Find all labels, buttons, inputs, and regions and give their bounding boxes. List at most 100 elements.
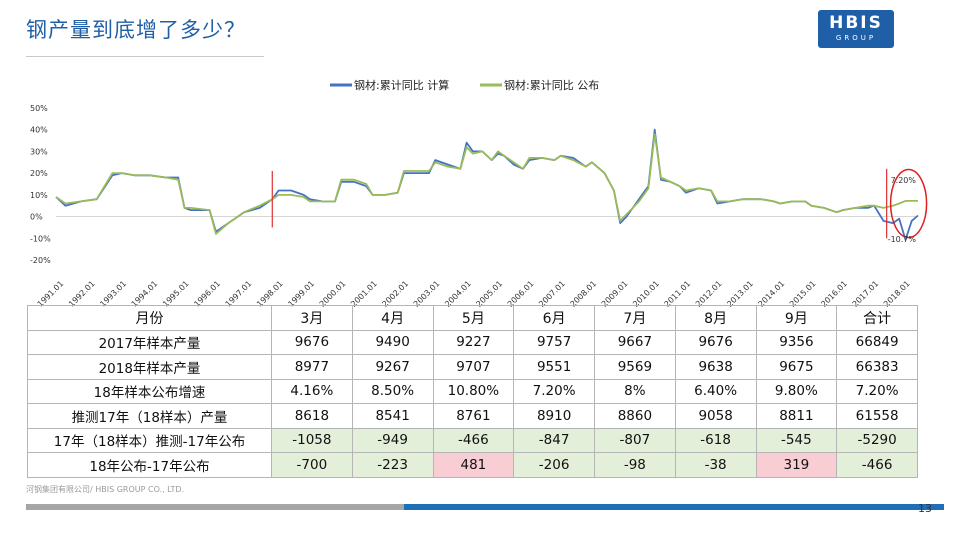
y-tick-label: 30% <box>30 147 48 156</box>
x-tick-label: 2010.01 <box>631 279 661 307</box>
table-cell: -847 <box>513 427 595 453</box>
page-number: 13 <box>918 502 932 515</box>
table-header-cell: 9月 <box>755 305 838 331</box>
table-cell: 66849 <box>836 329 918 355</box>
logo-sub-text: GROUP <box>835 34 877 42</box>
row-label: 2017年样本产量 <box>27 329 272 355</box>
row-label: 推测17年（18样本）产量 <box>27 403 272 429</box>
production-table: 月份 3月 4月 5月 6月 7月 8月 9月 合计 2017年样本产量 967… <box>27 305 918 478</box>
table-cell: 9676 <box>674 329 757 355</box>
table-header-cell: 5月 <box>432 305 515 331</box>
x-tick-label: 2006.01 <box>506 279 536 307</box>
hbis-logo: HBIS GROUP <box>818 10 894 48</box>
x-tick-label: 1995.01 <box>161 279 191 307</box>
table-cell: 7.20% <box>513 378 595 404</box>
y-tick-label: 40% <box>30 126 48 135</box>
table-cell: -466 <box>432 427 515 453</box>
y-tick-label: 20% <box>30 169 48 178</box>
x-tick-label: 2017.01 <box>851 279 881 307</box>
x-tick-label: 2013.01 <box>725 279 755 307</box>
row-label: 18年公布-17年公布 <box>27 452 272 478</box>
table-cell: 319 <box>755 452 838 478</box>
y-tick-label: 50% <box>30 104 48 113</box>
x-tick-label: 1991.01 <box>36 279 66 307</box>
table-header-cell: 合计 <box>836 305 918 331</box>
table-cell: 6.40% <box>674 378 757 404</box>
table-cell: -1058 <box>271 427 353 453</box>
table-cell: 9551 <box>513 354 595 380</box>
table-cell: 9227 <box>432 329 515 355</box>
table-cell: 9675 <box>755 354 838 380</box>
table-cell: 8541 <box>351 403 434 429</box>
footer-bar-blue <box>404 504 944 510</box>
x-tick-label: 2016.01 <box>819 279 849 307</box>
table-row: 17年（18样本）推测-17年公布 -1058 -949 -466 -847 -… <box>27 427 918 453</box>
table-row: 18年公布-17年公布 -700 -223 481 -206 -98 -38 3… <box>27 452 918 478</box>
x-tick-label: 2009.01 <box>600 279 630 307</box>
table-header-cell: 4月 <box>351 305 434 331</box>
x-tick-label: 2011.01 <box>663 279 693 307</box>
x-tick-label: 2008.01 <box>569 279 599 307</box>
steel-output-chart: 50%40%30%20%10%0%-10%-20%1991.01 1992.01 1… <box>30 78 928 307</box>
table-cell: 8618 <box>271 403 353 429</box>
table-row: 推测17年（18样本）产量 8618 8541 8761 8910 8860 9… <box>27 403 918 429</box>
table-cell: 8860 <box>594 403 676 429</box>
x-tick-label: 2004.01 <box>443 279 473 307</box>
x-tick-label: 1994.01 <box>130 279 160 307</box>
y-tick-label: 10% <box>30 191 48 200</box>
table-cell: 7.20% <box>836 378 918 404</box>
table-cell: -466 <box>836 452 918 478</box>
table-cell: -5290 <box>836 427 918 453</box>
x-tick-label: 2012.01 <box>694 279 724 307</box>
footer-company: 河钢集团有限公司/ HBIS GROUP CO., LTD. <box>26 485 185 494</box>
table-cell: -223 <box>351 452 434 478</box>
table-cell: -98 <box>594 452 676 478</box>
footer-bar-gray <box>26 504 404 510</box>
table-cell: 9707 <box>432 354 515 380</box>
series-line-calculated <box>55 128 919 241</box>
table-row: 2017年样本产量 9676 9490 9227 9757 9667 9676 … <box>27 329 918 355</box>
table-cell: 8811 <box>755 403 838 429</box>
table-cell: -38 <box>674 452 757 478</box>
table-header-cell: 6月 <box>513 305 595 331</box>
x-tick-label: 2015.01 <box>788 279 818 307</box>
x-tick-label: 1999.01 <box>286 279 316 307</box>
annotation-published-value: 7.20% <box>891 176 917 185</box>
table-cell: 9757 <box>513 329 595 355</box>
x-tick-label: 1998.01 <box>255 279 285 307</box>
table-cell: 66383 <box>836 354 918 380</box>
table-header-cell: 8月 <box>674 305 757 331</box>
x-tick-label: 2000.01 <box>318 279 348 307</box>
x-tick-label: 1997.01 <box>224 279 254 307</box>
table-cell: 4.16% <box>271 378 353 404</box>
table-cell: 9058 <box>674 403 757 429</box>
table-cell: -545 <box>755 427 838 453</box>
table-cell: -949 <box>351 427 434 453</box>
table-cell: 9667 <box>594 329 676 355</box>
table-header-row: 月份 3月 4月 5月 6月 7月 8月 9月 合计 <box>27 305 918 331</box>
y-tick-label: 0% <box>30 213 43 222</box>
table-cell: -618 <box>674 427 757 453</box>
title-divider <box>26 56 264 57</box>
row-label: 17年（18样本）推测-17年公布 <box>27 427 272 453</box>
y-tick-label: -20% <box>30 256 51 265</box>
table-cell: 9.80% <box>755 378 838 404</box>
table-cell: 9490 <box>351 329 434 355</box>
x-tick-label: 2005.01 <box>474 279 504 307</box>
x-tick-label: 2003.01 <box>412 279 442 307</box>
table-cell: 9356 <box>755 329 838 355</box>
table-cell: 8.50% <box>351 378 434 404</box>
table-cell: 10.80% <box>432 378 515 404</box>
table-cell: -206 <box>513 452 595 478</box>
x-tick-label: 1996.01 <box>192 279 222 307</box>
table-cell: 8977 <box>271 354 353 380</box>
table-cell: 8761 <box>432 403 515 429</box>
table-cell: 9676 <box>271 329 353 355</box>
table-cell: 61558 <box>836 403 918 429</box>
table-row: 2018年样本产量 8977 9267 9707 9551 9569 9638 … <box>27 354 918 380</box>
table-cell: 8910 <box>513 403 595 429</box>
table-header-cell: 7月 <box>594 305 676 331</box>
x-tick-label: 1992.01 <box>67 279 97 307</box>
x-tick-label: 2002.01 <box>380 279 410 307</box>
table-cell: -807 <box>594 427 676 453</box>
